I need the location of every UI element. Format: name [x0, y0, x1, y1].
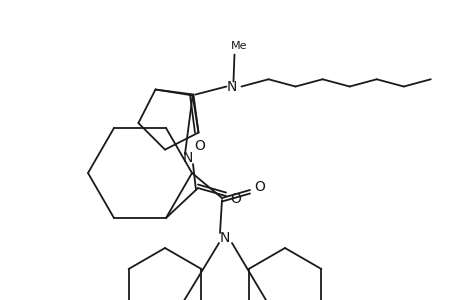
- Text: Me: Me: [231, 40, 247, 50]
- Text: O: O: [230, 192, 241, 206]
- Text: N: N: [182, 151, 193, 165]
- Text: N: N: [226, 80, 236, 94]
- Text: O: O: [254, 180, 265, 194]
- Text: O: O: [194, 139, 204, 152]
- Text: N: N: [219, 231, 230, 245]
